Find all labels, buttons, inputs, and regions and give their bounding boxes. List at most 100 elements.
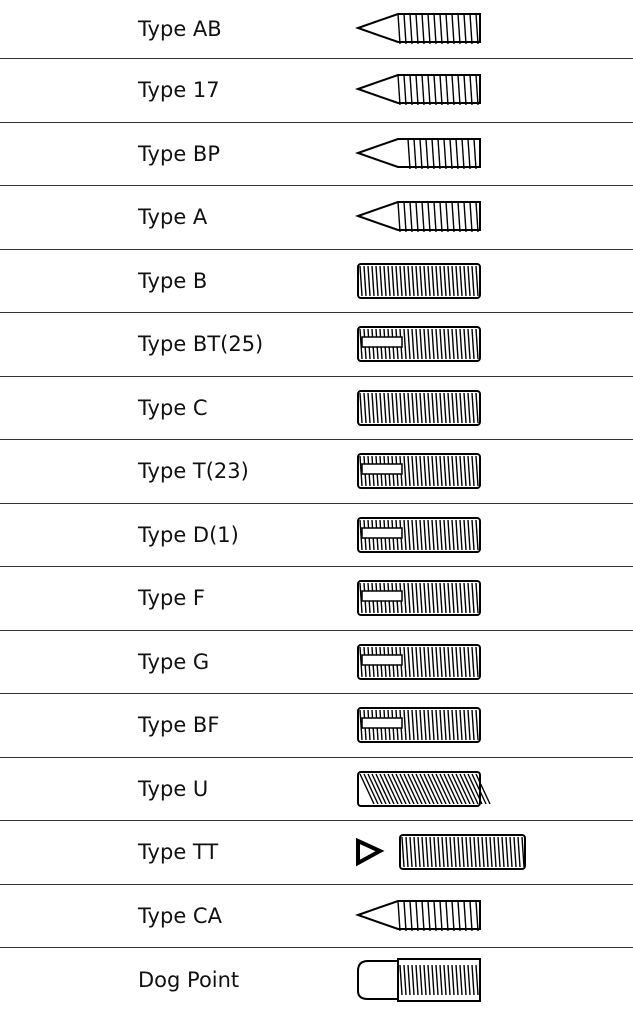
thread-line bbox=[475, 75, 479, 106]
screw-outline bbox=[354, 137, 481, 168]
thread-line bbox=[397, 75, 401, 106]
thread-line bbox=[471, 646, 475, 677]
thread-line bbox=[451, 392, 455, 423]
screw-row: Type U bbox=[0, 758, 633, 821]
thread-line bbox=[391, 265, 395, 296]
screw-icon bbox=[354, 13, 481, 45]
thread-line bbox=[451, 265, 455, 296]
thread-line bbox=[463, 583, 467, 614]
thread-line bbox=[475, 646, 479, 677]
thread-line bbox=[419, 964, 423, 995]
thread-line bbox=[451, 964, 455, 995]
thread-line bbox=[415, 265, 419, 296]
thread-line bbox=[459, 646, 463, 677]
thread-line bbox=[439, 710, 443, 741]
thread-line bbox=[427, 265, 431, 296]
thread-line bbox=[461, 837, 465, 868]
thread-line bbox=[489, 837, 493, 868]
thread-line bbox=[415, 773, 431, 805]
screw-type-label: Type BT(25) bbox=[138, 332, 264, 357]
screw-icon bbox=[357, 580, 481, 617]
thread-line bbox=[431, 646, 435, 677]
screw-icon bbox=[357, 326, 481, 363]
thread-line bbox=[451, 75, 455, 106]
thread-line bbox=[439, 329, 443, 360]
thread-line bbox=[431, 392, 435, 423]
screw-outline bbox=[399, 834, 526, 871]
thread-line bbox=[443, 519, 447, 550]
thread-line bbox=[399, 265, 403, 296]
thread-line bbox=[379, 265, 383, 296]
thread-line bbox=[423, 456, 427, 487]
thread-line bbox=[451, 710, 455, 741]
thread-line bbox=[447, 773, 463, 805]
screw-icon bbox=[354, 899, 481, 931]
thread-line bbox=[371, 773, 387, 805]
thread-line bbox=[443, 329, 447, 360]
thread-line bbox=[471, 773, 487, 805]
thread-line bbox=[435, 519, 439, 550]
thread-line bbox=[439, 964, 443, 995]
thread-line bbox=[421, 837, 425, 868]
thread-line bbox=[367, 773, 383, 805]
screw-type-label: Type 17 bbox=[138, 78, 220, 103]
thread-line bbox=[403, 75, 407, 106]
thread-line bbox=[409, 900, 413, 931]
thread-line bbox=[427, 75, 431, 106]
thread-line bbox=[435, 964, 439, 995]
thread-line bbox=[407, 964, 411, 995]
thread-line bbox=[435, 583, 439, 614]
thread-line bbox=[431, 329, 435, 360]
thread-line bbox=[359, 519, 363, 550]
thread-line bbox=[395, 265, 399, 296]
slot bbox=[361, 654, 403, 666]
screw-icon bbox=[357, 453, 481, 490]
thread-line bbox=[467, 710, 471, 741]
thread-line bbox=[411, 329, 415, 360]
thread-line bbox=[407, 456, 411, 487]
thread-line bbox=[475, 900, 479, 931]
thread-line bbox=[407, 710, 411, 741]
screw-type-label: Type F bbox=[138, 586, 205, 611]
thread-line bbox=[435, 646, 439, 677]
slot bbox=[361, 463, 403, 475]
thread-line bbox=[427, 13, 431, 45]
screw-outline bbox=[357, 707, 481, 744]
thread-line bbox=[439, 519, 443, 550]
thread-line bbox=[427, 392, 431, 423]
thread-line bbox=[443, 583, 447, 614]
thread-line bbox=[413, 138, 417, 169]
thread-line bbox=[443, 138, 447, 169]
thread-line bbox=[403, 329, 407, 360]
thread-line bbox=[435, 773, 451, 805]
thread-line bbox=[517, 837, 521, 868]
thread-line bbox=[407, 519, 411, 550]
thread-line bbox=[467, 646, 471, 677]
thread-line bbox=[387, 773, 403, 805]
thread-line bbox=[427, 519, 431, 550]
thread-line bbox=[469, 13, 473, 45]
screw-outline bbox=[357, 959, 398, 1000]
thread-line bbox=[359, 773, 375, 805]
thread-line bbox=[513, 837, 517, 868]
thread-line bbox=[427, 964, 431, 995]
thread-line bbox=[467, 265, 471, 296]
thread-line bbox=[453, 837, 457, 868]
screw-row: Type G bbox=[0, 631, 633, 694]
thread-line bbox=[363, 773, 379, 805]
thread-line bbox=[383, 265, 387, 296]
thread-line bbox=[367, 392, 371, 423]
thread-line bbox=[475, 583, 479, 614]
thread-line bbox=[415, 392, 419, 423]
thread-line bbox=[421, 13, 425, 45]
thread-line bbox=[447, 964, 451, 995]
thread-line bbox=[455, 646, 459, 677]
thread-line bbox=[421, 202, 425, 233]
thread-line bbox=[455, 329, 459, 360]
thread-line bbox=[467, 583, 471, 614]
thread-line bbox=[435, 392, 439, 423]
thread-line bbox=[407, 392, 411, 423]
screw-type-label: Type D(1) bbox=[138, 522, 239, 547]
thread-line bbox=[359, 329, 363, 360]
